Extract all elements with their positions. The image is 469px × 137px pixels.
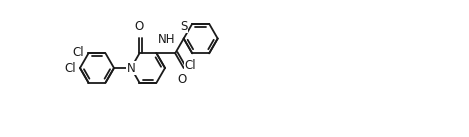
Text: O: O [135,20,144,33]
Text: N: N [127,62,136,75]
Text: O: O [177,73,186,86]
Text: Cl: Cl [184,59,196,72]
Text: NH: NH [158,33,175,46]
Text: Cl: Cl [73,46,84,59]
Text: S: S [180,20,188,33]
Text: Cl: Cl [64,62,76,75]
